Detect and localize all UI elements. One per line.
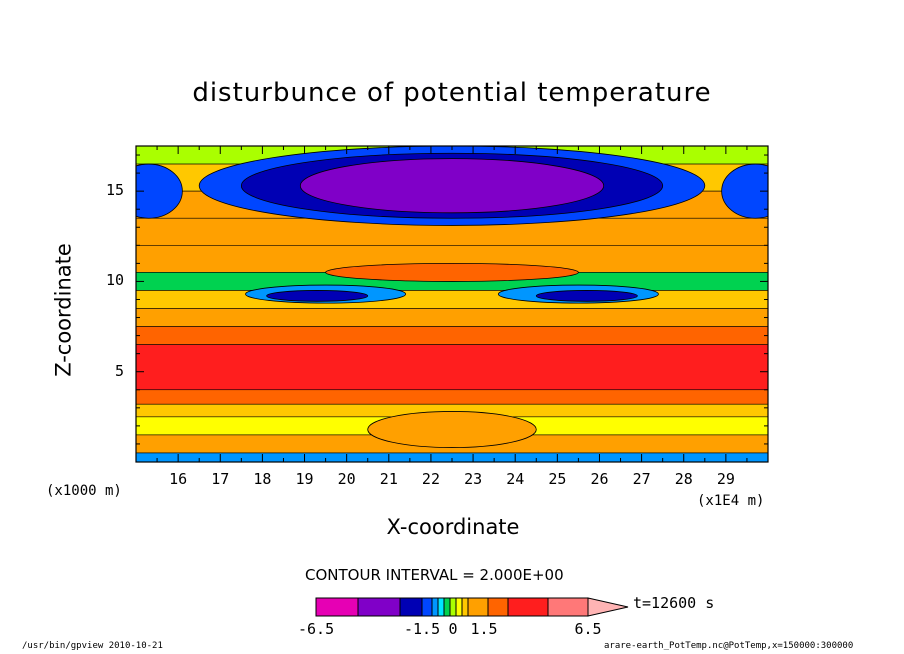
x-tick-label: 21	[379, 470, 398, 488]
colorbar-bin	[487, 597, 509, 617]
x-tick-label: 29	[716, 470, 735, 488]
x-unit-label: (x1000 m)	[46, 483, 122, 499]
x-tick-label: 22	[421, 470, 440, 488]
colorbar-tick-label: 1.5	[470, 620, 498, 638]
footer-left: /usr/bin/gpview 2010-10-21	[22, 641, 163, 651]
field-feature-10	[367, 411, 537, 448]
field-band-14	[136, 452, 768, 462]
colorbar-bin	[449, 597, 457, 617]
x-tick-label: 27	[632, 470, 651, 488]
field-band-9	[136, 344, 768, 391]
y-axis-label: Z-coordinate	[51, 243, 76, 377]
x-tick-label: 25	[548, 470, 567, 488]
x-axis-label: X-coordinate	[386, 515, 520, 539]
x-tick-label: 19	[295, 470, 314, 488]
chart-title: disturbunce of potential temperature	[192, 78, 712, 108]
colorbar-bin	[467, 597, 489, 617]
y-axis	[136, 154, 768, 445]
time-label: t=12600 s	[633, 594, 715, 612]
colorbar	[315, 597, 629, 617]
field-band-8	[136, 326, 768, 345]
y-tick-label: 10	[106, 271, 125, 290]
footer-right: arare-earth_PotTemp.nc@PotTemp,x=150000:…	[604, 641, 854, 651]
colorbar-tick-label: -1.5	[404, 620, 441, 638]
colorbar-bin	[547, 597, 589, 617]
colorbar-bin	[399, 597, 423, 617]
contour-field	[136, 146, 768, 462]
colorbar-tick-label: 0	[448, 620, 458, 638]
x-unit-label-secondary: (x1E4 m)	[697, 493, 765, 509]
colorbar-extension	[587, 597, 629, 617]
x-axis	[156, 146, 748, 462]
colorbar-bin	[443, 597, 451, 617]
field-feature-7	[266, 290, 369, 302]
field-band-10	[136, 389, 768, 405]
colorbar-bin	[357, 597, 401, 617]
field-feature-4	[721, 163, 768, 219]
colorbar-bin	[507, 597, 549, 617]
colorbar-bin	[437, 597, 445, 617]
colorbar-tick-label: 6.5	[574, 620, 602, 638]
x-tick-label: 16	[169, 470, 188, 488]
field-band-6	[136, 290, 768, 309]
y-tick-label: 15	[106, 181, 125, 200]
x-tick-label: 20	[337, 470, 356, 488]
x-tick-label: 26	[590, 470, 609, 488]
y-tick-label: 5	[115, 361, 125, 380]
x-tick-label: 17	[211, 470, 230, 488]
field-feature-8	[535, 290, 638, 302]
colorbar-bin	[461, 597, 469, 617]
contour-interval-label: CONTOUR INTERVAL = 2.000E+00	[305, 566, 564, 584]
colorbar-bin	[455, 597, 463, 617]
field-feature-3	[136, 163, 183, 219]
field-feature-2	[299, 158, 605, 214]
x-tick-label: 28	[674, 470, 693, 488]
field-band-7	[136, 308, 768, 327]
x-tick-label: 18	[253, 470, 272, 488]
x-tick-label: 23	[464, 470, 483, 488]
x-tick-label: 24	[506, 470, 525, 488]
colorbar-bin	[421, 597, 433, 617]
colorbar-bin	[315, 597, 359, 617]
field-feature-9	[325, 262, 579, 282]
colorbar-tick-label: -6.5	[298, 620, 335, 638]
colorbar-bin	[431, 597, 439, 617]
